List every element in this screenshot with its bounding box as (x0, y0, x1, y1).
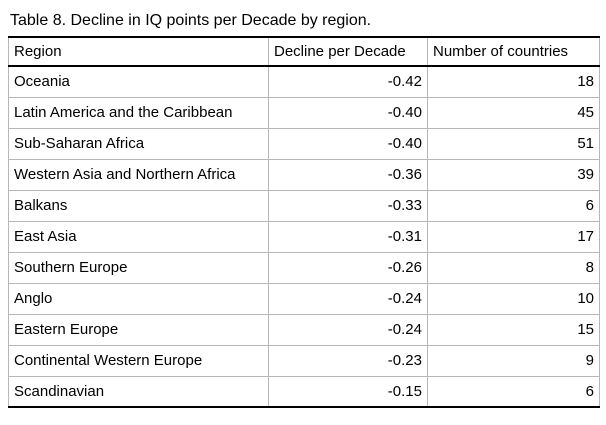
decline-cell: -0.26 (268, 251, 428, 284)
table-row: Scandinavian -0.15 6 (8, 375, 600, 408)
countries-cell: 15 (427, 313, 600, 346)
countries-cell: 51 (427, 127, 600, 160)
countries-cell: 9 (427, 344, 600, 377)
column-header-countries: Number of countries (427, 36, 600, 67)
table-row: Continental Western Europe -0.23 9 (8, 344, 600, 377)
header-row: Region Decline per Decade Number of coun… (8, 36, 600, 67)
table-row: Latin America and the Caribbean -0.40 45 (8, 96, 600, 129)
region-cell: East Asia (8, 220, 269, 253)
table-header: Region Decline per Decade Number of coun… (8, 36, 600, 67)
table-body: Oceania -0.42 18 Latin America and the C… (8, 65, 600, 408)
column-header-region: Region (8, 36, 269, 67)
region-cell: Southern Europe (8, 251, 269, 284)
decline-cell: -0.15 (268, 375, 428, 408)
table-caption: Table 8. Decline in IQ points per Decade… (10, 12, 372, 29)
countries-cell: 8 (427, 251, 600, 284)
column-header-decline: Decline per Decade (268, 36, 428, 67)
decline-cell: -0.42 (268, 65, 428, 98)
countries-cell: 6 (427, 189, 600, 222)
table-row: Sub-Saharan Africa -0.40 51 (8, 127, 600, 160)
region-cell: Scandinavian (8, 375, 269, 408)
decline-cell: -0.40 (268, 96, 428, 129)
table-row: Anglo -0.24 10 (8, 282, 600, 315)
decline-cell: -0.33 (268, 189, 428, 222)
region-cell: Latin America and the Caribbean (8, 96, 269, 129)
table-row: East Asia -0.31 17 (8, 220, 600, 253)
table-row: Eastern Europe -0.24 15 (8, 313, 600, 346)
region-cell: Sub-Saharan Africa (8, 127, 269, 160)
countries-cell: 18 (427, 65, 600, 98)
decline-cell: -0.23 (268, 344, 428, 377)
decline-cell: -0.40 (268, 127, 428, 160)
region-cell: Balkans (8, 189, 269, 222)
region-cell: Oceania (8, 65, 269, 98)
table-row: Oceania -0.42 18 (8, 65, 600, 98)
countries-cell: 17 (427, 220, 600, 253)
region-cell: Continental Western Europe (8, 344, 269, 377)
countries-cell: 39 (427, 158, 600, 191)
region-cell: Western Asia and Northern Africa (8, 158, 269, 191)
countries-cell: 6 (427, 375, 600, 408)
table-row: Western Asia and Northern Africa -0.36 3… (8, 158, 600, 191)
decline-cell: -0.24 (268, 313, 428, 346)
table-row: Balkans -0.33 6 (8, 189, 600, 222)
decline-cell: -0.36 (268, 158, 428, 191)
countries-cell: 10 (427, 282, 600, 315)
decline-cell: -0.31 (268, 220, 428, 253)
decline-cell: -0.24 (268, 282, 428, 315)
region-cell: Anglo (8, 282, 269, 315)
region-cell: Eastern Europe (8, 313, 269, 346)
table-row: Southern Europe -0.26 8 (8, 251, 600, 284)
countries-cell: 45 (427, 96, 600, 129)
iq-decline-table: Region Decline per Decade Number of coun… (8, 36, 600, 408)
